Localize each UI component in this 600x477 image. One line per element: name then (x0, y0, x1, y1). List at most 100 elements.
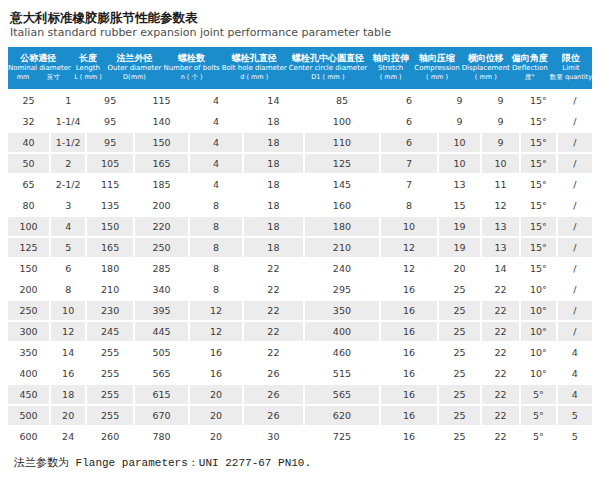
cell-deflection: 10° (521, 301, 555, 320)
cell-compression: 15 (439, 196, 480, 215)
cell-nominal-inch: 2-1/2 (51, 175, 85, 194)
cell-outer-diameter: 140 (135, 112, 188, 131)
cell-deflection: 15° (521, 91, 555, 110)
cell-bolt-hole: 30 (244, 427, 303, 446)
cell-length: 95 (87, 133, 133, 152)
cell-center-circle: 240 (305, 259, 379, 278)
cell-outer-diameter: 445 (135, 322, 188, 341)
footer-note: 法兰参数为 Flange parameters：UNI 2277-67 PN10… (8, 455, 592, 470)
cell-length: 230 (87, 301, 133, 320)
cell-nominal-inch: 18 (51, 385, 85, 404)
cell-bolts: 16 (190, 343, 242, 362)
cell-length: 255 (87, 385, 133, 404)
cell-compression: 25 (439, 427, 480, 446)
cell-bolt-hole: 22 (244, 343, 303, 362)
cell-nominal-inch: 4 (51, 217, 85, 236)
cell-displacement: 22 (482, 364, 519, 383)
cell-nominal-inch: 1 (51, 91, 85, 110)
cell-stretch: 16 (381, 385, 437, 404)
cell-nominal-inch: 12 (51, 322, 85, 341)
cell-stretch: 16 (381, 406, 437, 425)
cell-deflection: 15° (521, 133, 555, 152)
header-bolts-unit: n ( 个 ) (163, 73, 219, 82)
cell-stretch: 16 (381, 364, 437, 383)
header-length: 长度LengthL ( mm ) (70, 53, 105, 82)
cell-length: 115 (87, 175, 133, 194)
header-nominal-cn: 公称通径 (8, 53, 68, 64)
cell-compression: 20 (439, 259, 480, 278)
header-compression: 轴向压缩Compression( mm ) (414, 53, 459, 82)
cell-bolts: 4 (190, 175, 242, 194)
cell-outer-diameter: 565 (135, 364, 188, 383)
header-displacement-unit: ( mm ) (462, 73, 510, 82)
cell-center-circle: 295 (305, 280, 379, 299)
header-outer-diameter-unit: D(mm) (108, 73, 162, 82)
header-bolt-hole-unit: d ( mm ) (222, 73, 287, 82)
cell-nominal-inch: 3 (51, 196, 85, 215)
cell-outer-diameter: 250 (135, 238, 188, 257)
page-title-cn: 意大利标准橡胶膨胀节性能参数表 (10, 10, 592, 26)
header-compression-en: Compression (414, 64, 459, 73)
cell-length: 165 (87, 238, 133, 257)
table-row: 150618028582224012201415°/ (8, 259, 592, 278)
header-compression-cn: 轴向压缩 (414, 53, 459, 64)
cell-nominal-inch: 16 (51, 364, 85, 383)
cell-center-circle: 515 (305, 364, 379, 383)
cell-bolt-hole: 18 (244, 175, 303, 194)
cell-length: 245 (87, 322, 133, 341)
header-nominal-unit-mm: mm (8, 73, 38, 82)
header-outer-diameter: 法兰外径Outer diameterD(mm) (108, 53, 162, 82)
header-stretch-unit: ( mm ) (369, 73, 412, 82)
cell-outer-diameter: 220 (135, 217, 188, 236)
cell-nominal-inch: 6 (51, 259, 85, 278)
cell-bolts: 8 (190, 217, 242, 236)
cell-compression: 25 (439, 343, 480, 362)
cell-center-circle: 350 (305, 301, 379, 320)
cell-limit: / (558, 217, 592, 236)
cell-deflection: 5° (521, 406, 555, 425)
cell-limit: / (558, 154, 592, 173)
cell-bolt-hole: 18 (244, 217, 303, 236)
cell-displacement: 10 (482, 154, 519, 173)
cell-limit: / (558, 322, 592, 341)
cell-compression: 25 (439, 385, 480, 404)
cell-displacement: 12 (482, 196, 519, 215)
cell-nominal-mm: 100 (8, 217, 49, 236)
header-bolt-hole-cn: 螺栓孔直径 (222, 53, 287, 64)
cell-bolt-hole: 22 (244, 259, 303, 278)
cell-compression: 19 (439, 238, 480, 257)
cell-displacement: 9 (482, 91, 519, 110)
cell-nominal-mm: 350 (8, 343, 49, 362)
cell-deflection: 15° (521, 154, 555, 173)
cell-bolts: 16 (190, 364, 242, 383)
table-row: 6002426078020307251625225°5 (8, 427, 592, 446)
cell-center-circle: 565 (305, 385, 379, 404)
cell-deflection: 5° (521, 385, 555, 404)
cell-bolt-hole: 18 (244, 238, 303, 257)
cell-bolts: 20 (190, 427, 242, 446)
table-row: 8031352008181608151215°/ (8, 196, 592, 215)
header-outer-diameter-cn: 法兰外径 (108, 53, 162, 64)
cell-nominal-inch: 1-1/2 (51, 133, 85, 152)
cell-bolts: 4 (190, 112, 242, 131)
cell-center-circle: 725 (305, 427, 379, 446)
cell-nominal-inch: 2 (51, 154, 85, 173)
cell-length: 95 (87, 91, 133, 110)
cell-nominal-mm: 200 (8, 280, 49, 299)
header-center-circle: 螺栓孔中心圆直径Center circle diameterD1 ( mm ) (289, 53, 367, 82)
table-row: 321-1/49514041810069915°/ (8, 112, 592, 131)
cell-outer-diameter: 115 (135, 91, 188, 110)
cell-nominal-mm: 250 (8, 301, 49, 320)
cell-displacement: 14 (482, 259, 519, 278)
header-bolts-cn: 螺栓数 (163, 53, 219, 64)
cell-nominal-inch: 5 (51, 238, 85, 257)
header-nominal-unit-inch: 英寸 (38, 73, 68, 82)
header-displacement-cn: 横向位移 (462, 53, 510, 64)
cell-outer-diameter: 615 (135, 385, 188, 404)
cell-stretch: 6 (381, 133, 437, 152)
cell-center-circle: 460 (305, 343, 379, 362)
cell-bolts: 8 (190, 280, 242, 299)
table-row: 4501825561520265651625225°4 (8, 385, 592, 404)
header-stretch-en: Stretch (369, 64, 412, 73)
header-length-cn: 长度 (70, 53, 105, 64)
